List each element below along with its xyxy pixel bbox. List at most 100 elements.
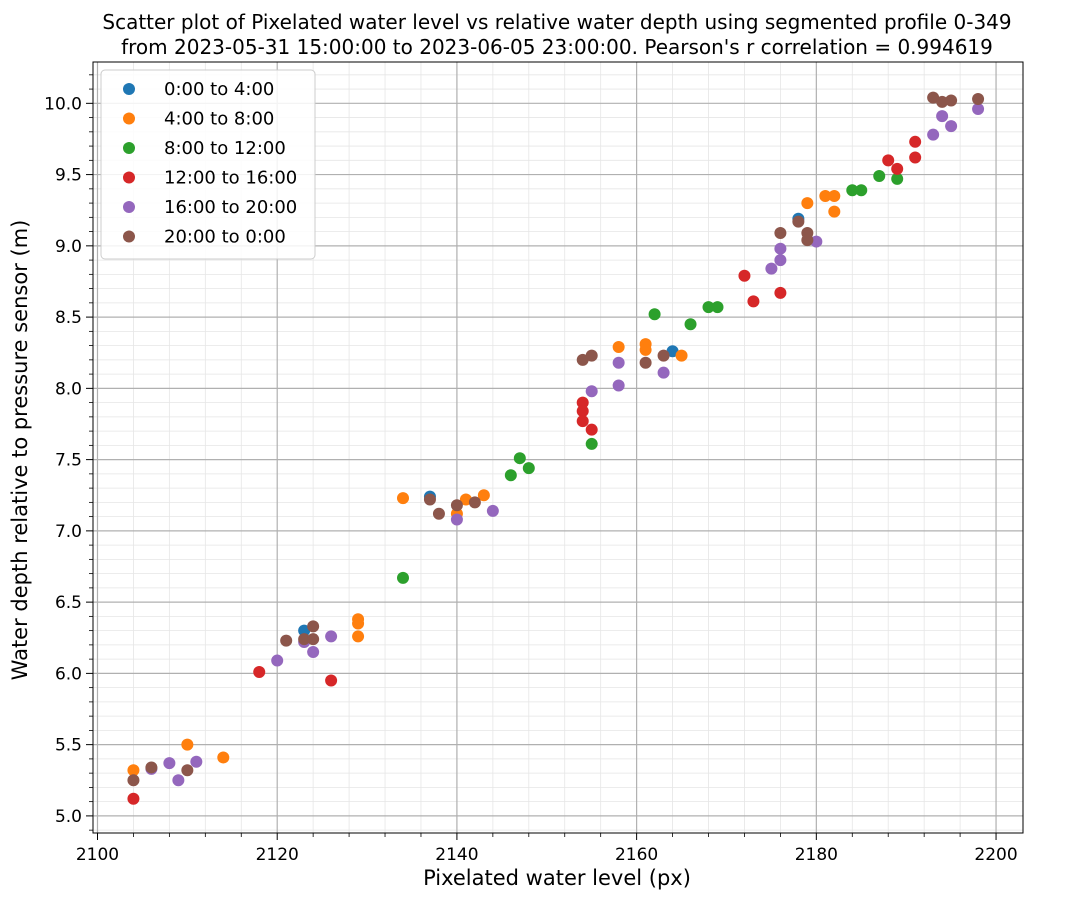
- data-point: [217, 751, 230, 764]
- y-tick-label: 6.5: [55, 593, 82, 613]
- y-tick-label: 10.0: [44, 94, 82, 114]
- data-point: [307, 633, 320, 646]
- data-point: [325, 674, 338, 687]
- legend-marker: [123, 171, 135, 184]
- data-point: [504, 469, 517, 482]
- chart-title-line-2: from 2023-05-31 15:00:00 to 2023-06-05 2…: [121, 35, 993, 59]
- data-point: [657, 366, 670, 379]
- data-point: [639, 356, 652, 369]
- data-point: [882, 154, 895, 167]
- data-point: [352, 630, 365, 643]
- legend-label: 0:00 to 4:00: [164, 79, 274, 100]
- data-point: [909, 135, 922, 148]
- y-axis-label: Water depth relative to pressure sensor …: [8, 220, 32, 681]
- data-point: [307, 620, 320, 633]
- data-point: [576, 396, 589, 409]
- data-point: [909, 151, 922, 164]
- data-point: [648, 308, 661, 321]
- data-point: [873, 170, 886, 183]
- y-tick-label: 7.5: [55, 451, 82, 471]
- series-3: [397, 170, 904, 584]
- legend-marker: [123, 112, 135, 125]
- data-point: [307, 646, 320, 659]
- data-point: [936, 110, 949, 123]
- data-point: [927, 91, 940, 104]
- data-point: [774, 254, 787, 267]
- data-point: [657, 349, 670, 362]
- data-point: [468, 496, 481, 509]
- data-point: [765, 262, 778, 275]
- data-point: [855, 184, 868, 197]
- data-point: [432, 507, 445, 520]
- data-point: [612, 341, 625, 354]
- data-point: [972, 93, 985, 106]
- legend-box: [100, 69, 316, 260]
- x-tick-label: 2160: [615, 845, 658, 865]
- data-point: [486, 504, 499, 517]
- data-point: [450, 513, 463, 526]
- data-point: [711, 301, 724, 314]
- data-point: [738, 269, 751, 282]
- data-point: [172, 774, 185, 787]
- data-point: [513, 452, 526, 465]
- y-tick-label: 8.5: [55, 308, 82, 328]
- y-tick-label: 9.0: [55, 237, 82, 257]
- data-point: [585, 349, 598, 362]
- data-point: [666, 345, 679, 358]
- data-point: [846, 184, 859, 197]
- legend-label: 16:00 to 20:00: [164, 197, 297, 218]
- data-point: [585, 437, 598, 450]
- data-point: [163, 757, 176, 770]
- data-point: [253, 665, 266, 678]
- legend-marker: [123, 83, 135, 95]
- data-point: [576, 353, 589, 366]
- x-axis-label: Pixelated water level (px): [423, 866, 691, 890]
- data-point: [639, 343, 652, 356]
- data-point: [298, 633, 311, 646]
- data-point: [684, 318, 697, 331]
- legend: 0:00 to 4:00 4:00 to 8:00 8:00 to 12:00 12:…: [100, 69, 316, 260]
- data-point: [945, 120, 958, 133]
- legend-label: 20:00 to 0:00: [164, 227, 286, 248]
- data-point: [298, 624, 311, 637]
- chart-title-line-1: Scatter plot of Pixelated water level vs…: [102, 10, 1011, 34]
- data-point: [127, 774, 140, 787]
- y-tick-label: 5.0: [55, 807, 82, 827]
- x-axis-ticks: 2100 2120 2140 2160 2180 2200: [76, 833, 1018, 865]
- x-tick-label: 2100: [76, 845, 119, 865]
- data-point: [576, 415, 589, 428]
- data-point: [774, 227, 787, 240]
- data-point: [127, 792, 140, 805]
- data-point: [828, 205, 841, 218]
- legend-label: 8:00 to 12:00: [164, 138, 286, 159]
- data-point: [972, 103, 985, 116]
- y-tick-label: 7.0: [55, 522, 82, 542]
- data-point: [181, 764, 194, 777]
- data-point: [145, 761, 158, 774]
- data-point: [945, 94, 958, 107]
- legend-marker: [123, 142, 135, 154]
- legend-marker: [123, 230, 135, 243]
- data-point: [271, 654, 284, 667]
- data-point: [397, 492, 409, 505]
- data-point: [423, 493, 436, 506]
- x-tick-label: 2120: [256, 845, 299, 865]
- data-point: [477, 489, 490, 502]
- x-tick-label: 2200: [974, 845, 1017, 865]
- y-tick-label: 9.5: [55, 166, 82, 186]
- data-point: [397, 571, 409, 584]
- x-tick-label: 2180: [795, 845, 838, 865]
- data-point: [810, 235, 823, 248]
- data-point: [522, 462, 535, 475]
- y-tick-label: 6.0: [55, 664, 82, 684]
- y-tick-label: 8.0: [55, 379, 82, 399]
- data-point: [936, 95, 949, 108]
- data-point: [927, 128, 940, 141]
- data-point: [702, 301, 715, 314]
- legend-label: 12:00 to 16:00: [164, 168, 297, 189]
- data-point: [190, 755, 203, 768]
- data-point: [352, 617, 365, 630]
- data-point: [576, 405, 589, 418]
- data-point: [828, 189, 841, 202]
